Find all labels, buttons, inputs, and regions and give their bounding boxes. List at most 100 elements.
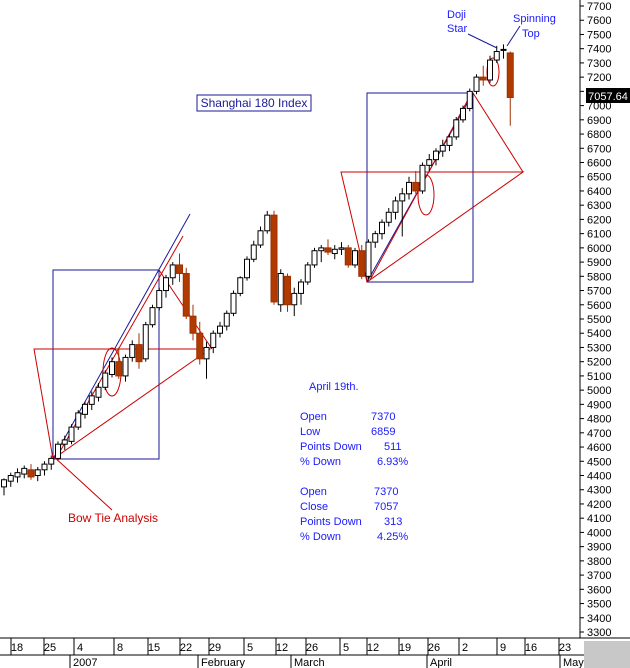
bow-tie-label: Bow Tie Analysis bbox=[68, 511, 158, 525]
spinning-top-label-line1: Spinning bbox=[513, 13, 556, 25]
x-tick-label: 22 bbox=[180, 642, 192, 654]
stat-label: % Down bbox=[300, 456, 341, 468]
candle-body bbox=[55, 443, 61, 459]
x-tick-label: 5 bbox=[247, 642, 253, 654]
stats-block-1: Open 7370 Low 6859 Points Down 511 % Dow… bbox=[300, 411, 408, 468]
candle-up bbox=[169, 262, 176, 285]
candle-down bbox=[270, 210, 278, 305]
candle-body bbox=[365, 241, 372, 277]
doji-star-label-line1: Doji bbox=[447, 9, 466, 21]
y-tick-label: 3800 bbox=[587, 556, 611, 568]
y-tick-label: 6400 bbox=[587, 186, 611, 198]
spinning-top-label-line2: Top bbox=[522, 28, 540, 40]
candle-body bbox=[372, 233, 379, 243]
y-tick-label: 5100 bbox=[587, 371, 611, 383]
candle-body bbox=[406, 181, 412, 195]
highlight-ellipse-2 bbox=[417, 174, 435, 216]
y-tick-label: 3600 bbox=[587, 584, 611, 596]
candle-body bbox=[203, 346, 210, 360]
candle-down bbox=[189, 304, 197, 341]
candle-body bbox=[412, 181, 420, 192]
chart-title-border bbox=[196, 94, 312, 112]
candle-body bbox=[506, 52, 514, 98]
pattern-box-1 bbox=[52, 269, 160, 460]
candle-up bbox=[493, 45, 500, 63]
x-tick-label: 12 bbox=[276, 642, 288, 654]
candle-up bbox=[237, 276, 244, 297]
stat-value: 6.93% bbox=[377, 456, 408, 468]
candle-up bbox=[34, 466, 41, 482]
candle-up bbox=[331, 245, 338, 260]
candle-up bbox=[129, 340, 136, 362]
candle-up bbox=[203, 341, 210, 379]
x-tick-label: 25 bbox=[44, 642, 56, 654]
annotation-layer bbox=[33, 57, 525, 460]
candle-up bbox=[109, 357, 115, 378]
candle-up bbox=[419, 162, 426, 194]
candle-up bbox=[14, 468, 21, 483]
candle-up bbox=[102, 370, 109, 391]
candle-down bbox=[196, 321, 204, 365]
candle-body bbox=[223, 312, 230, 327]
candle-body bbox=[453, 119, 460, 138]
date-heading: April 19th. bbox=[309, 381, 359, 393]
candle-up bbox=[264, 210, 271, 234]
candle-up bbox=[446, 134, 453, 152]
candle-up bbox=[149, 304, 156, 328]
candle-up bbox=[1, 478, 7, 496]
y-tick-label: 7500 bbox=[587, 29, 611, 41]
candle-body bbox=[284, 275, 291, 306]
candle-down bbox=[27, 464, 35, 480]
stat-label: Points Down bbox=[300, 441, 362, 453]
x-tick-label: 26 bbox=[428, 642, 440, 654]
candle-up bbox=[61, 435, 68, 450]
candle-body bbox=[34, 469, 41, 476]
candle-down bbox=[506, 51, 514, 126]
y-tick-label: 3400 bbox=[587, 613, 611, 625]
candle-body bbox=[358, 250, 366, 277]
candle-up bbox=[7, 472, 14, 487]
candle-down bbox=[344, 245, 352, 268]
y-tick-label: 5200 bbox=[587, 357, 611, 369]
candle-body bbox=[109, 361, 115, 375]
candle-body bbox=[189, 315, 197, 334]
candle-up bbox=[95, 383, 102, 402]
y-tick-label: 5800 bbox=[587, 271, 611, 283]
candle-body bbox=[95, 386, 102, 398]
candle-body bbox=[61, 439, 68, 445]
y-tick-label: 7400 bbox=[587, 44, 611, 56]
candle-body bbox=[479, 76, 487, 81]
y-tick-label: 6000 bbox=[587, 243, 611, 255]
chart-title: Shanghai 180 Index bbox=[201, 96, 308, 110]
candle-up bbox=[372, 230, 379, 248]
candle-body bbox=[115, 361, 123, 377]
y-tick-label: 4700 bbox=[587, 428, 611, 440]
candle-body bbox=[392, 200, 399, 213]
y-tick-label: 4400 bbox=[587, 471, 611, 483]
candle-body bbox=[460, 107, 466, 121]
stats-block-2: Open 7370 Close 7057 Points Down 313 % D… bbox=[300, 486, 408, 543]
y-tick-label: 5300 bbox=[587, 342, 611, 354]
y-tick-label: 6100 bbox=[587, 229, 611, 241]
candle-up bbox=[41, 461, 48, 476]
candle-down bbox=[135, 333, 143, 369]
x-tick-label: 12 bbox=[367, 642, 379, 654]
candle-up bbox=[318, 245, 325, 263]
candle-body bbox=[149, 307, 156, 326]
x-tick-label: 18 bbox=[11, 642, 23, 654]
candle-down bbox=[479, 65, 487, 86]
month-label: April bbox=[430, 657, 452, 668]
x-tick-label: 26 bbox=[306, 642, 318, 654]
candle-up bbox=[460, 105, 466, 123]
last-price-box bbox=[586, 88, 630, 103]
candle-body bbox=[7, 475, 14, 482]
candle-body bbox=[344, 247, 352, 266]
y-tick-label: 4300 bbox=[587, 485, 611, 497]
y-axis: 3300 3400 3500 3600 3700 3800 3900 4000 4100 4200… bbox=[579, 0, 611, 639]
y-tick-label: 6700 bbox=[587, 143, 611, 155]
candle-up bbox=[311, 247, 318, 268]
stat-label: Low bbox=[300, 426, 320, 438]
candle-body bbox=[493, 51, 500, 61]
y-tick-label: 7200 bbox=[587, 72, 611, 84]
